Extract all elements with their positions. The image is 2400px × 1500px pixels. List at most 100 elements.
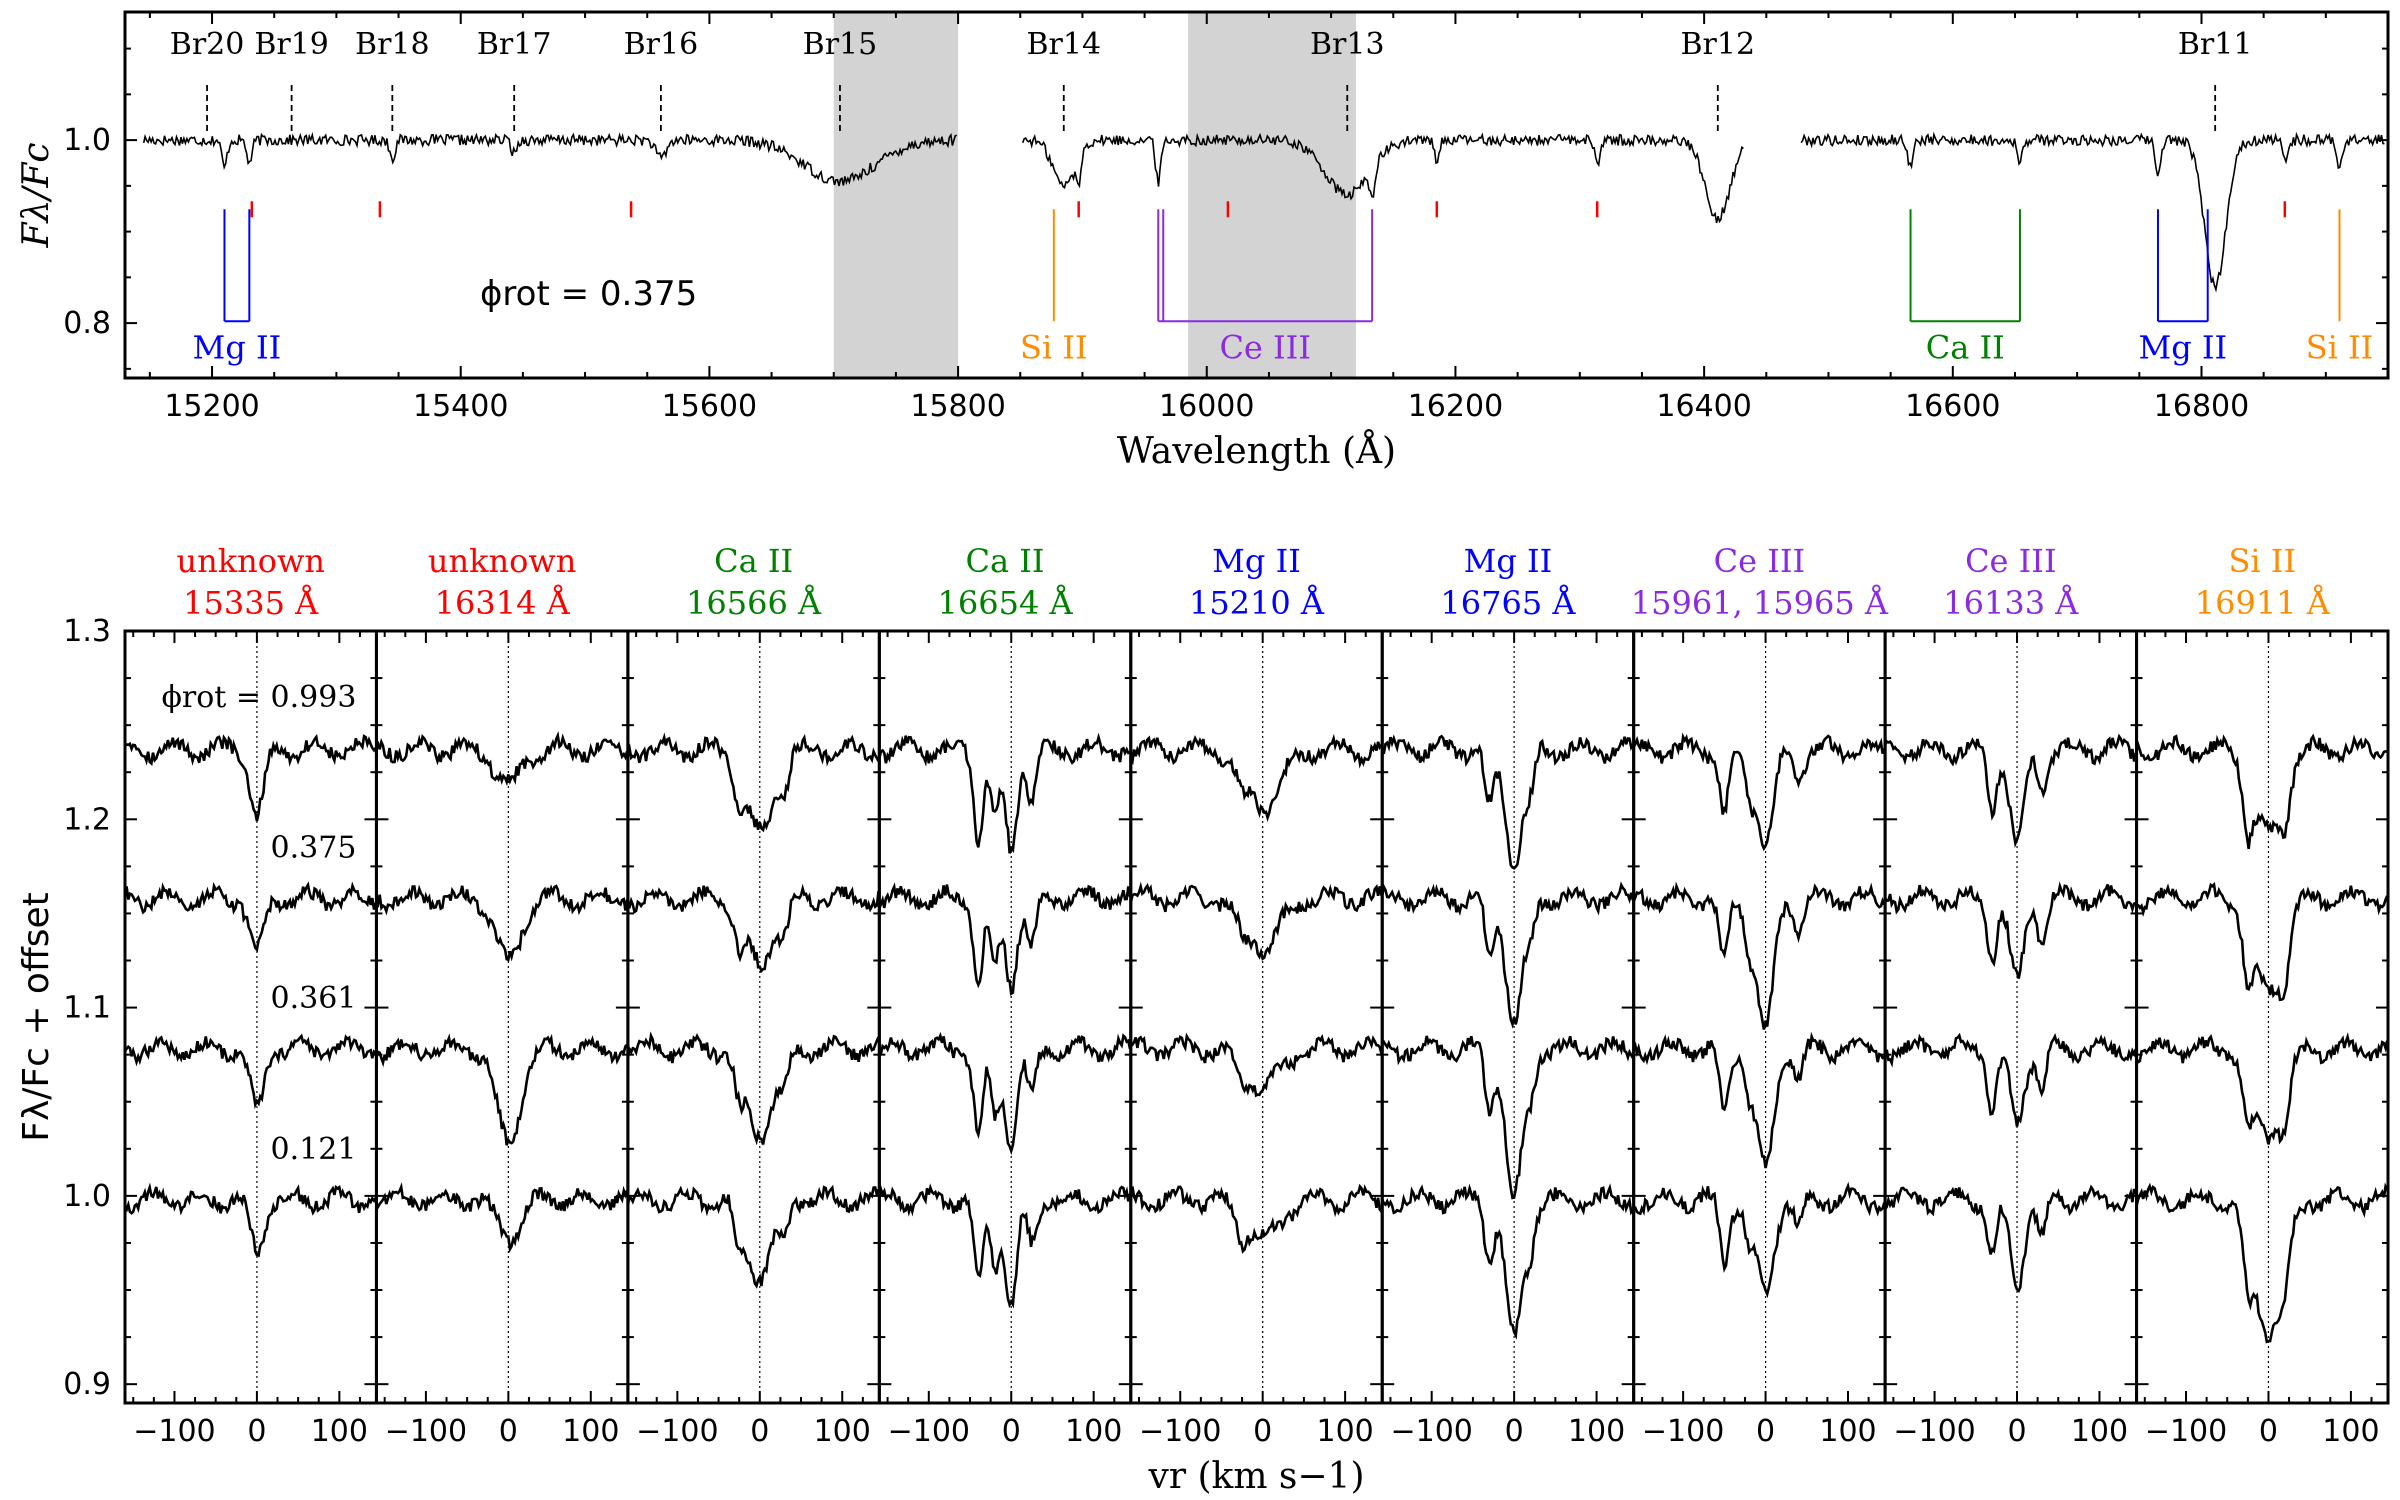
line-profile xyxy=(1632,881,1886,1030)
line-profile xyxy=(123,881,377,953)
x-tick-label: −100 xyxy=(2145,1414,2227,1449)
x-tick-label: −100 xyxy=(1139,1414,1221,1449)
line-profile xyxy=(626,1031,880,1146)
panel-title-ion: Ce III xyxy=(1965,542,2057,580)
line-profile-panels: unknown 15335 Å −100 0 100 unknown 16314 Å −100… xyxy=(16,542,2390,1497)
line-profile xyxy=(375,731,629,787)
line-profile xyxy=(1381,1035,1634,1200)
x-tick-label: 100 xyxy=(814,1414,871,1449)
panel-title-ion: unknown xyxy=(428,542,576,580)
x-tick-label: 15800 xyxy=(910,389,1005,424)
line-profile xyxy=(626,1184,880,1289)
brackett-label: Br19 xyxy=(254,27,329,62)
y-tick-label: 1.3 xyxy=(63,614,111,649)
brackett-label: Br18 xyxy=(355,27,430,62)
line-profile xyxy=(1381,734,1634,870)
line-profile xyxy=(1129,1183,1383,1254)
y-tick-label: 1.2 xyxy=(63,802,111,837)
panel-title-ion: unknown xyxy=(176,542,324,580)
panel-title-wavelength: 15210 Å xyxy=(1189,584,1325,622)
line-profile xyxy=(375,1182,629,1254)
x-tick-label: 0 xyxy=(1253,1414,1272,1449)
line-profile xyxy=(1129,1032,1383,1098)
panel-title-ion: Mg II xyxy=(1212,542,1301,580)
y-tick-label: 1.0 xyxy=(63,123,111,158)
brackett-label: Br16 xyxy=(624,27,699,62)
x-tick-label: −100 xyxy=(1390,1414,1472,1449)
x-tick-label: 15600 xyxy=(662,389,757,424)
panel-frame xyxy=(626,629,881,1405)
spectrum-line xyxy=(1800,131,2385,293)
line-profile xyxy=(1381,1183,1634,1340)
panel-frame xyxy=(2135,629,2390,1405)
x-tick-label: 0 xyxy=(2007,1414,2026,1449)
panel-title-ion: Mg II xyxy=(1464,542,1553,580)
panel-title-wavelength: 16314 Å xyxy=(435,584,571,622)
line-profile xyxy=(1380,881,1635,1029)
spectrum-line xyxy=(142,131,957,187)
x-tick-label: −100 xyxy=(1893,1414,1975,1449)
x-tick-label: 16800 xyxy=(2154,389,2249,424)
line-profile xyxy=(1883,1032,2137,1127)
panel-title-wavelength: 16765 Å xyxy=(1440,584,1576,622)
panel-title-wavelength: 16566 Å xyxy=(686,584,822,622)
line-profile xyxy=(123,1033,377,1110)
panel-title-wavelength: 16911 Å xyxy=(2195,584,2331,622)
x-tick-label: −100 xyxy=(888,1414,970,1449)
panel-frame xyxy=(1380,629,1636,1405)
x-tick-label: 0 xyxy=(750,1414,769,1449)
brackett-label: Br17 xyxy=(477,27,552,62)
line-profile xyxy=(1883,1184,2137,1293)
y-axis-label: Fλ/Fc + offset xyxy=(16,892,57,1142)
line-profile xyxy=(878,1183,1132,1309)
panel-frame xyxy=(123,629,378,1405)
x-tick-label: 16400 xyxy=(1656,389,1751,424)
x-tick-label: 15400 xyxy=(413,389,508,424)
line-profile xyxy=(375,884,629,962)
x-tick-label: 100 xyxy=(1065,1414,1122,1449)
phase-label: ϕrot = 0.993 xyxy=(161,680,356,715)
x-tick-label: 0 xyxy=(247,1414,266,1449)
line-profile xyxy=(1632,1181,1886,1299)
ion-label: Si II xyxy=(1020,328,1088,366)
x-axis-label: Wavelength (Å) xyxy=(1117,430,1396,472)
y-tick-label: 0.8 xyxy=(63,306,111,341)
x-tick-label: −100 xyxy=(133,1414,215,1449)
phase-label: 0.361 xyxy=(271,981,357,1016)
ion-label: Ce III xyxy=(1219,328,1311,366)
x-tick-label: 16000 xyxy=(1159,389,1254,424)
phase-label: 0.375 xyxy=(271,831,357,866)
line-profile xyxy=(2135,733,2388,850)
x-tick-label: 0 xyxy=(1756,1414,1775,1449)
x-tick-label: −100 xyxy=(385,1414,467,1449)
line-profile xyxy=(1884,881,2136,979)
ion-label: Si II xyxy=(2306,328,2374,366)
line-profile xyxy=(2135,1182,2389,1344)
line-profile xyxy=(2136,881,2389,1002)
y-axis-label: Fλ/Fc xyxy=(16,142,57,248)
x-tick-label: 100 xyxy=(1316,1414,1373,1449)
line-profile xyxy=(879,1031,1132,1156)
x-tick-label: −100 xyxy=(636,1414,718,1449)
brackett-label: Br12 xyxy=(1681,27,1756,62)
brackett-label: Br14 xyxy=(1026,27,1101,62)
panel-frame xyxy=(1632,629,1887,1405)
x-tick-label: 16600 xyxy=(1905,389,2000,424)
brackett-label: Br20 xyxy=(170,27,245,62)
x-tick-label: 0 xyxy=(1002,1414,1021,1449)
panel-title-wavelength: 15961, 15965 Å xyxy=(1631,584,1889,622)
panel-title-wavelength: 16654 Å xyxy=(938,584,1074,622)
line-profile xyxy=(375,1033,629,1146)
line-profile xyxy=(627,883,880,974)
y-tick-label: 1.0 xyxy=(63,1179,111,1214)
line-profile xyxy=(626,732,880,833)
x-tick-label: −100 xyxy=(1642,1414,1724,1449)
ion-label: Ca II xyxy=(1926,328,2005,366)
y-tick-label: 1.1 xyxy=(63,991,111,1026)
panel-title-ion: Ca II xyxy=(966,542,1045,580)
x-tick-label: 100 xyxy=(1819,1414,1876,1449)
x-tick-label: 0 xyxy=(1505,1414,1524,1449)
brackett-label: Br13 xyxy=(1310,27,1385,62)
telluric-shade-region xyxy=(833,12,959,378)
x-tick-label: 0 xyxy=(2259,1414,2278,1449)
